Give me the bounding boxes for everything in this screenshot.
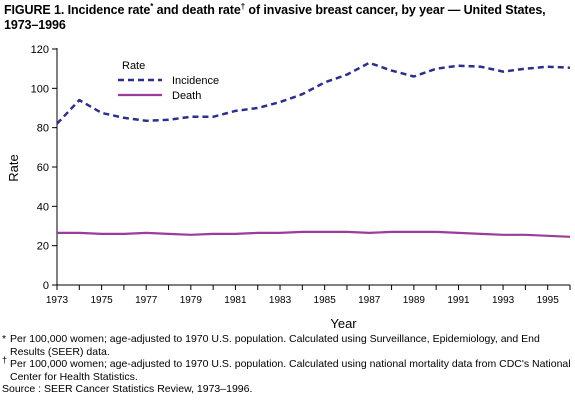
footnote-2-mark: † <box>2 355 8 365</box>
footnote-1-text: Per 100,000 women; age-adjusted to 1970 … <box>10 333 540 358</box>
x-tick-label: 1977 <box>135 295 158 306</box>
x-axis-title: Year <box>330 316 357 331</box>
x-tick-label: 1975 <box>90 295 113 306</box>
title-part-1: FIGURE 1. Incidence rate <box>4 3 151 17</box>
x-tick-label: 1985 <box>314 295 337 306</box>
x-tick-label: 1987 <box>358 295 381 306</box>
title-part-2: and death rate <box>153 3 241 17</box>
source-note: Source : SEER Cancer Statistics Review, … <box>2 383 253 395</box>
y-tick-label: 120 <box>31 44 49 56</box>
x-tick-label: 1995 <box>537 295 560 306</box>
title-footnote-mark-2: † <box>240 1 246 11</box>
x-tick-label: 1973 <box>46 295 69 306</box>
legend-label-death: Death <box>172 90 201 102</box>
x-tick-label: 1989 <box>403 295 426 306</box>
footnotes: * Per 100,000 women; age-adjusted to 1970… <box>2 333 572 396</box>
figure-title: FIGURE 1. Incidence rate* and death rate… <box>4 1 570 33</box>
chart-legend: Rate Incidence Death <box>118 60 219 102</box>
footnote-2-text: Per 100,000 women; age-adjusted to 1970 … <box>10 358 571 383</box>
footnote-1-mark: * <box>2 333 7 345</box>
chart-series <box>56 61 571 238</box>
y-tick-label: 80 <box>37 123 49 135</box>
y-axis-title: Rate <box>6 154 21 181</box>
y-tick-label: 100 <box>31 83 49 95</box>
legend-label-incidence: Incidence <box>172 75 219 87</box>
title-part-3: of invasive breast cancer, by year — Uni… <box>4 3 546 32</box>
chart-axes: 0 20 40 60 80 100 120 1973 1975 1977 1979 1981 1983 1… <box>6 44 571 331</box>
y-tick-label: 40 <box>37 201 49 213</box>
y-tick-label: 60 <box>37 162 49 174</box>
x-tick-label: 1991 <box>447 295 470 306</box>
x-tick-label: 1981 <box>224 295 247 306</box>
y-tick-label: 0 <box>43 280 49 292</box>
series-line-death <box>57 230 571 238</box>
footnote-2: † Per 100,000 women; age-adjusted to 1970… <box>2 355 572 383</box>
line-chart: 0 20 40 60 80 100 120 1973 1975 1977 1979 1981 1983 1… <box>6 44 571 331</box>
series-line-incidence <box>56 61 571 125</box>
footnote-1: * Per 100,000 women; age-adjusted to 1970… <box>2 333 572 358</box>
x-tick-label: 1993 <box>492 295 515 306</box>
x-tick-label: 1983 <box>269 295 292 306</box>
y-tick-label: 20 <box>37 241 49 253</box>
x-tick-label: 1979 <box>180 295 203 306</box>
title-footnote-mark-1: * <box>150 1 154 11</box>
legend-title: Rate <box>122 60 145 72</box>
